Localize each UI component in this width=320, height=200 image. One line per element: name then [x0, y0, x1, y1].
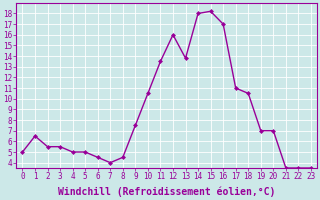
- X-axis label: Windchill (Refroidissement éolien,°C): Windchill (Refroidissement éolien,°C): [58, 187, 276, 197]
